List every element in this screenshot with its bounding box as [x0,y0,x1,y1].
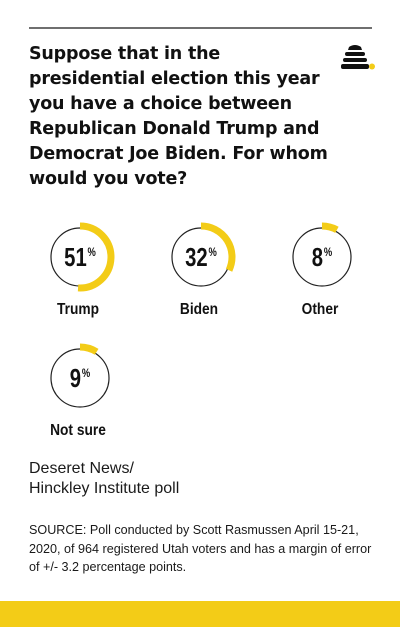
poll-donut-charts: 51% Trump 32% Biden 8% Other 9% Not sure [50,222,352,439]
question-title: Suppose that in the presidential electio… [29,44,328,189]
gauge-label: Biden [180,300,218,318]
gauge-label: Not sure [50,421,106,439]
gauge-label: Other [302,300,339,318]
source-label: Deseret News/ Hinckley Institute poll [29,459,369,499]
gauge-arc [200,222,236,272]
gauge-value: 32% [185,243,217,272]
gauge-arc [321,222,339,233]
beehive-icon [341,45,375,70]
gauge-value: 51% [64,243,96,272]
gauge-arc [79,343,99,355]
gauge-label: Trump [57,300,99,318]
top-divider [29,27,372,29]
gauge-value: 9% [70,364,91,393]
gauge-value: 8% [312,243,333,272]
source-line-1: Deseret News/ [29,460,134,477]
bottom-accent-bar [0,601,400,627]
source-note: SOURCE: Poll conducted by Scott Rasmusse… [29,523,372,574]
donut-gauge: 8% Other [292,222,352,318]
gauge-ring [292,227,352,287]
donut-gauge: 9% Not sure [50,343,110,439]
gauge-arc [77,222,115,292]
donut-gauge: 32% Biden [171,222,236,318]
donut-gauge: 51% Trump [50,222,115,318]
source-line-2: Hinckley Institute poll [29,480,180,497]
